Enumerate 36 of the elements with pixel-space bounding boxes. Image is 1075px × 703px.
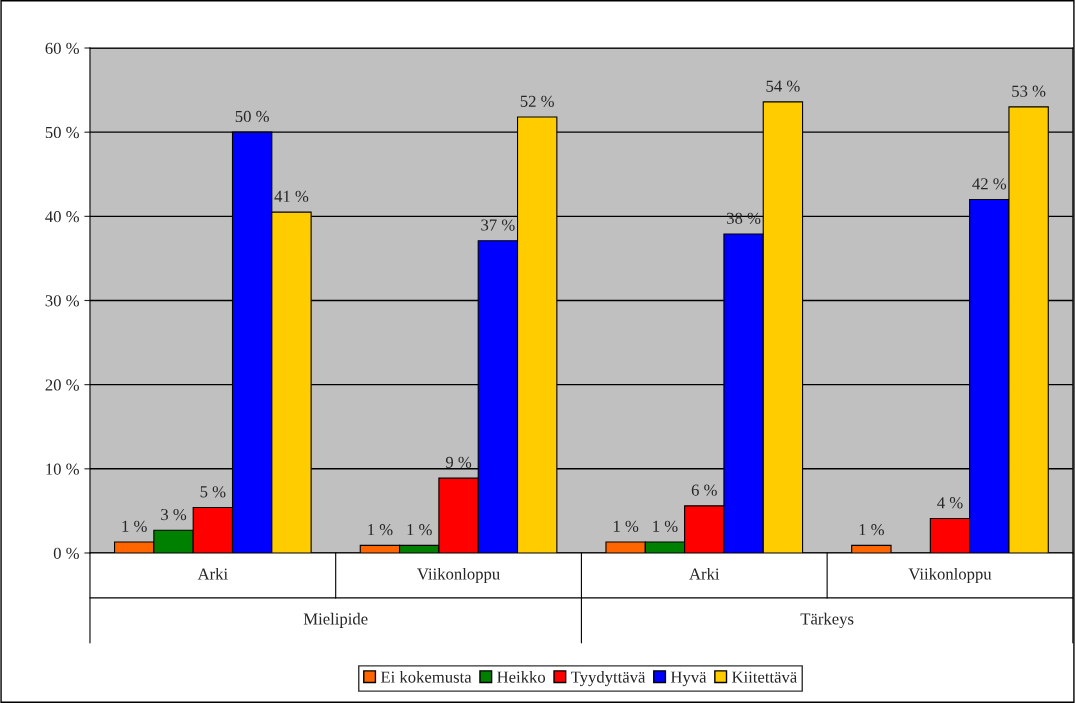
data-label: 50 % (235, 110, 269, 123)
data-label: 37 % (481, 219, 515, 231)
y-tick-label: 40 % (45, 211, 79, 223)
data-label: 54 % (766, 80, 800, 92)
data-label: 3 % (161, 508, 187, 521)
data-label: 6 % (691, 484, 717, 496)
data-label: 52 % (520, 95, 554, 107)
data-label: 1 % (859, 524, 884, 536)
data-label: 1 % (653, 520, 678, 532)
x-tick-label: Viikonloppu (908, 567, 992, 584)
data-label: 9 % (445, 456, 472, 469)
legend-label: Hyvä (670, 671, 707, 687)
y-tick-label: 50 % (45, 126, 79, 139)
y-tick-label: 60 % (45, 42, 79, 55)
data-label: 1 % (368, 524, 393, 536)
data-label: 42 % (972, 178, 1007, 190)
data-label: 5 % (200, 486, 226, 498)
y-tick-label: 20 % (45, 379, 79, 391)
legend-label: Tyydyttävä (570, 670, 646, 687)
x-tick-label: Arki (197, 567, 228, 580)
x-tick-label: Viikonloppu (417, 567, 500, 584)
legend-label: Ei kokemusta (380, 670, 472, 683)
text: Mielipide (303, 612, 368, 628)
y-tick-label: 0 % (53, 547, 79, 559)
data-label: 53 % (1012, 85, 1046, 97)
legend-label: Kiitettävä (732, 671, 798, 683)
text: Tärkeys (800, 612, 854, 628)
data-label: 4 % (937, 497, 963, 509)
y-tick-label: 10 % (46, 463, 79, 475)
data-label: 1 % (407, 524, 432, 536)
data-label: 1 % (122, 520, 147, 532)
y-tick-label: 30 % (45, 295, 79, 307)
data-label: 41 % (274, 190, 309, 203)
legend-label: Heikko (497, 670, 546, 683)
data-label: 1 % (613, 520, 639, 532)
x-tick-label: Arki (689, 567, 720, 580)
